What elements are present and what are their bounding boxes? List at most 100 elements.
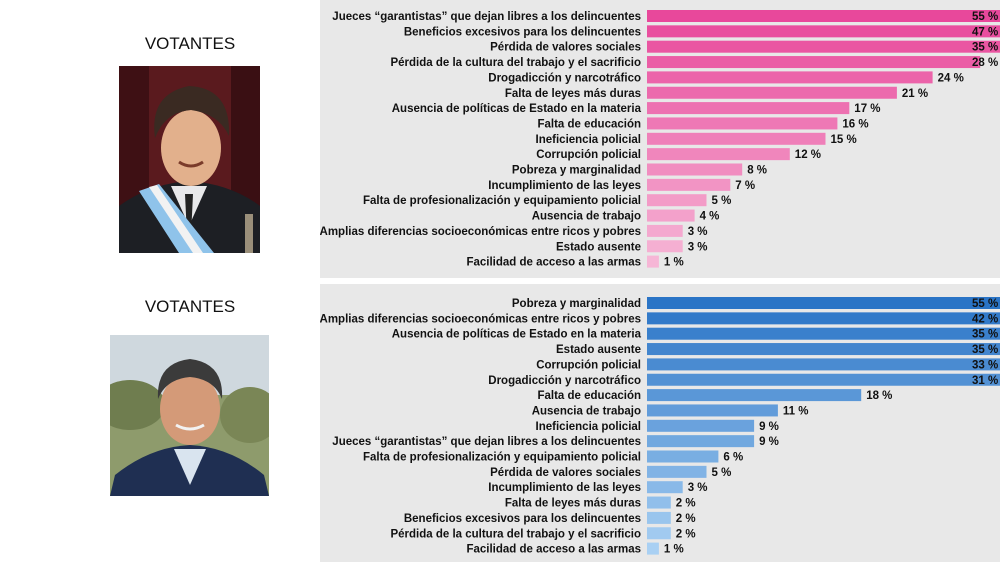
category-label: Drogadicción y narcotráfico: [488, 375, 641, 387]
category-label: Facilidad de acceso a las armas: [466, 544, 641, 556]
bar: [647, 419, 755, 432]
category-label: Corrupción policial: [536, 359, 641, 371]
value-label: 12 %: [795, 149, 821, 161]
category-label: Incumplimiento de las leyes: [488, 180, 641, 192]
chart-panel-top: Jueces “garantistas” que dejan libres a …: [320, 0, 1000, 278]
bar: [647, 527, 671, 540]
value-label: 16 %: [842, 118, 868, 130]
category-label: Beneficios excesivos para los delincuent…: [404, 513, 641, 525]
value-label: 15 %: [831, 134, 857, 146]
bar: [647, 496, 671, 509]
bar: [647, 40, 1000, 53]
category-label: Pobreza y marginalidad: [512, 165, 641, 177]
person-photo-icon: [119, 66, 260, 253]
value-label: 28 %: [972, 57, 998, 69]
category-label: Jueces “garantistas” que dejan libres a …: [332, 436, 641, 448]
bar: [647, 117, 838, 130]
value-label: 11 %: [783, 405, 809, 417]
category-label: Falta de educación: [537, 390, 641, 402]
bar-chart-bottom: Pobreza y marginalidad 55 % Amplias difere…: [320, 297, 1000, 556]
value-label: 35 %: [972, 329, 998, 341]
value-label: 2 %: [676, 528, 696, 540]
value-label: 2 %: [676, 498, 696, 510]
value-label: 2 %: [676, 513, 696, 525]
bar: [647, 312, 1000, 325]
value-label: 1 %: [664, 257, 684, 269]
category-label: Falta de educación: [537, 118, 641, 130]
bar: [647, 373, 1000, 386]
category-label: Jueces “garantistas” que dejan libres a …: [332, 11, 641, 23]
bar: [647, 224, 683, 237]
category-label: Pobreza y marginalidad: [512, 298, 641, 310]
bar: [647, 465, 707, 478]
category-label: Falta de leyes más duras: [505, 498, 641, 510]
category-label: Incumplimiento de las leyes: [488, 482, 641, 494]
bar: [647, 343, 1000, 356]
category-label: Pérdida de valores sociales: [490, 42, 641, 54]
bar: [647, 102, 850, 115]
category-label: Falta de profesionalización y equipamien…: [363, 195, 641, 207]
category-label: Ausencia de trabajo: [532, 211, 641, 223]
bar: [647, 481, 683, 494]
value-label: 35 %: [972, 344, 998, 356]
bar: [647, 240, 683, 253]
value-label: 6 %: [723, 452, 743, 464]
bar: [647, 297, 1000, 309]
category-label: Estado ausente: [556, 241, 641, 253]
category-label: Estado ausente: [556, 344, 641, 356]
candidate-photo-bottom: [110, 335, 269, 496]
value-label: 55 %: [972, 298, 998, 310]
category-label: Facilidad de acceso a las armas: [466, 257, 641, 269]
category-label: Corrupción policial: [536, 149, 641, 161]
bar: [647, 178, 731, 191]
value-label: 3 %: [688, 241, 708, 253]
bar: [647, 255, 659, 268]
bar: [647, 148, 790, 161]
value-label: 21 %: [902, 88, 928, 100]
bar: [647, 194, 707, 207]
category-label: Pérdida de la cultura del trabajo y el s…: [390, 57, 641, 69]
bar: [647, 56, 981, 69]
category-label: Ineficiencia policial: [536, 134, 641, 146]
value-label: 3 %: [688, 482, 708, 494]
bar: [647, 71, 933, 84]
category-label: Falta de profesionalización y equipamien…: [363, 452, 641, 464]
value-label: 55 %: [972, 11, 998, 23]
value-label: 5 %: [712, 195, 732, 207]
bar-chart-top: Jueces “garantistas” que dejan libres a …: [320, 10, 1000, 269]
bar: [647, 163, 743, 176]
value-label: 8 %: [747, 165, 767, 177]
category-label: Beneficios excesivos para los delincuent…: [404, 26, 641, 38]
bar: [647, 86, 897, 99]
category-label: Ausencia de políticas de Estado en la ma…: [392, 329, 642, 341]
bar: [647, 404, 778, 417]
bar: [647, 358, 1000, 371]
bar: [647, 10, 1000, 22]
category-label: Ausencia de trabajo: [532, 405, 641, 417]
bar: [647, 327, 1000, 340]
value-label: 3 %: [688, 226, 708, 238]
person-photo-icon: [110, 335, 269, 496]
category-label: Ineficiencia policial: [536, 421, 641, 433]
value-label: 7 %: [735, 180, 755, 192]
category-label: Amplias diferencias socioeconómicas entr…: [320, 313, 641, 325]
value-label: 5 %: [712, 467, 732, 479]
category-label: Falta de leyes más duras: [505, 88, 641, 100]
category-label: Drogadicción y narcotráfico: [488, 72, 641, 84]
bar: [647, 132, 826, 145]
bar: [647, 511, 671, 524]
chart-panel-bottom: Pobreza y marginalidad 55 % Amplias difere…: [320, 284, 1000, 562]
candidate-photo-top: [119, 66, 260, 253]
value-label: 47 %: [972, 26, 998, 38]
value-label: 18 %: [866, 390, 892, 402]
bar: [647, 435, 755, 448]
bar: [647, 450, 719, 463]
bar: [647, 389, 862, 402]
value-label: 24 %: [938, 72, 964, 84]
value-label: 42 %: [972, 313, 998, 325]
category-label: Pérdida de valores sociales: [490, 467, 641, 479]
value-label: 33 %: [972, 359, 998, 371]
heading-votantes-bottom: VOTANTES: [144, 297, 236, 316]
value-label: 35 %: [972, 42, 998, 54]
bar: [647, 542, 659, 555]
